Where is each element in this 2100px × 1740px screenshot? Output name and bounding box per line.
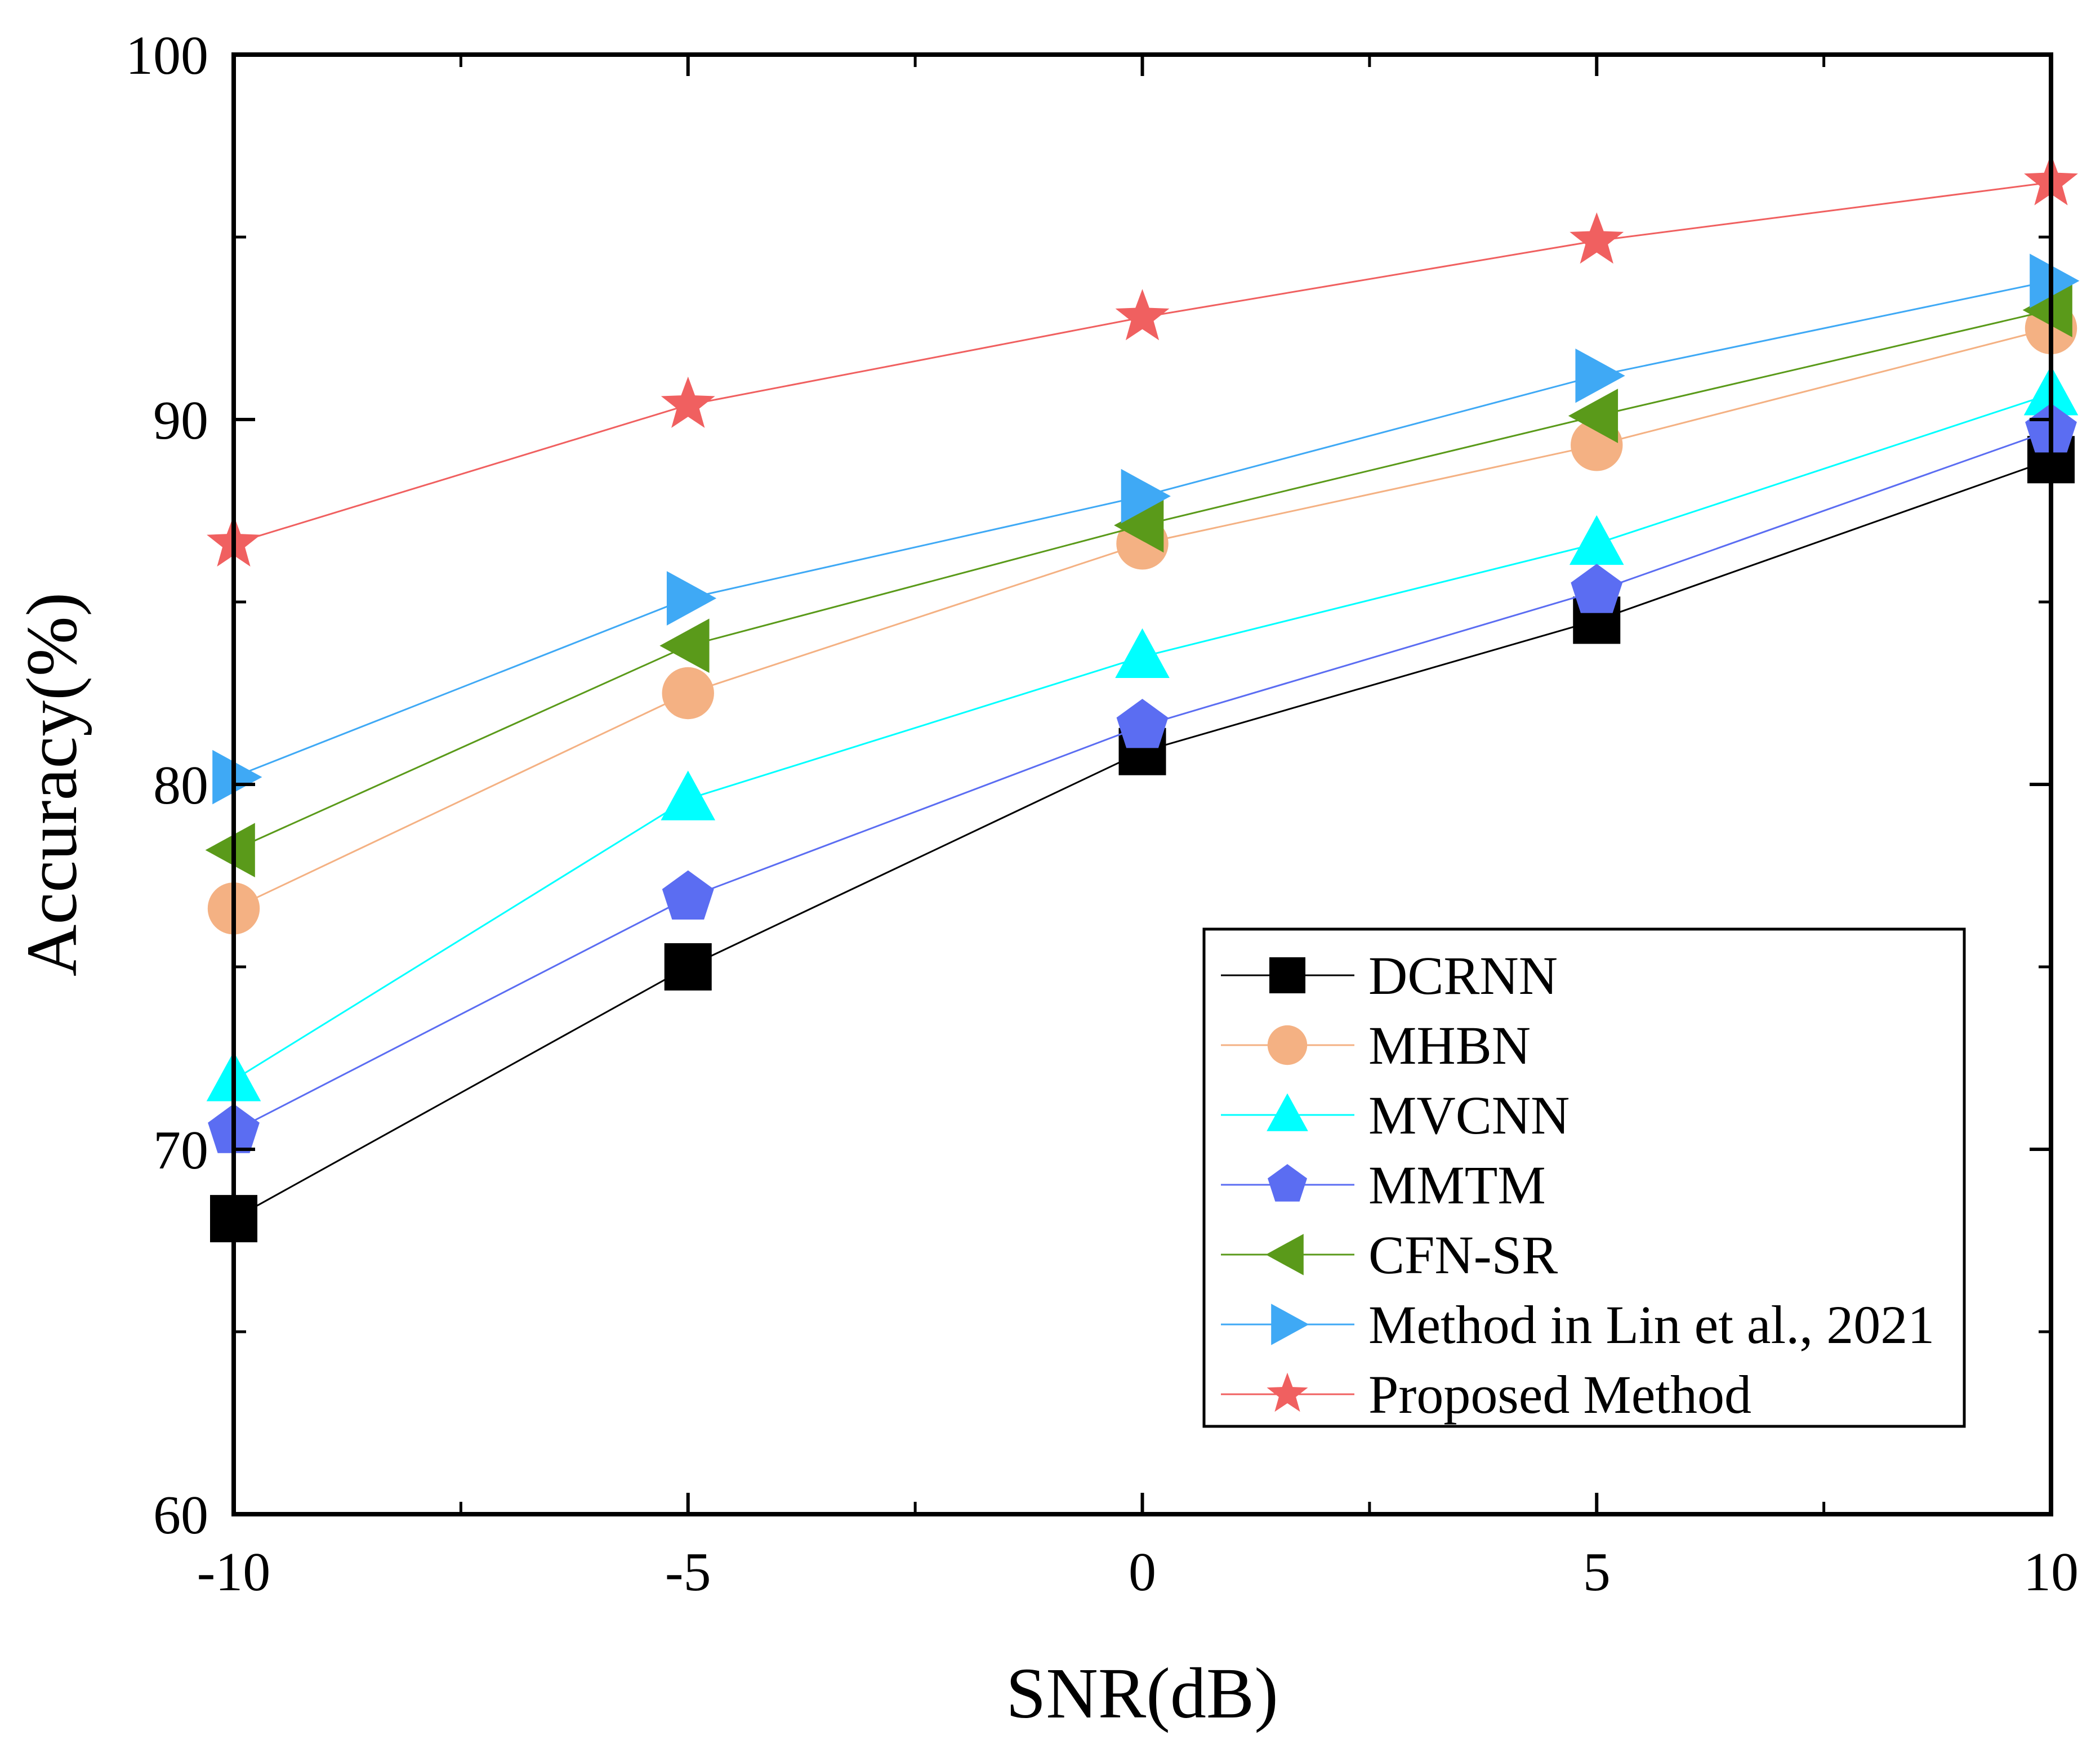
legend-item: Proposed Method [1221,1364,1751,1425]
legend-marker [1269,957,1305,993]
x-tick-label: 10 [2023,1542,2079,1603]
series-mmtm [208,403,2077,1153]
data-point [1115,289,1170,341]
data-point [2030,253,2080,309]
data-point [661,376,715,428]
legend-item: CFN-SR [1221,1225,1558,1285]
x-tick-label: -10 [197,1542,271,1603]
legend-label: MMTM [1368,1155,1546,1215]
legend-item: MMTM [1221,1155,1546,1215]
data-point [1115,628,1170,678]
series-layer [205,154,2080,1243]
legend-label: CFN-SR [1368,1225,1558,1285]
x-axis-title: SNR(dB) [1006,1653,1278,1733]
x-tick-label: 0 [1129,1542,1156,1603]
legend-item: MHBN [1221,1015,1531,1076]
legend-marker [1267,1372,1308,1412]
y-tick-label: 100 [126,25,208,86]
legend-marker [1271,1304,1309,1345]
legend-item: MVCNN [1221,1085,1570,1145]
data-point [1568,389,1619,443]
legend-marker [1268,1164,1307,1202]
legend-marker [1267,1093,1308,1131]
y-tick-label: 60 [153,1485,208,1546]
tick-layer: -10 -5 0 5 10 60 70 80 90 100 [126,25,2079,1603]
legend-label: Proposed Method [1368,1364,1751,1425]
x-tick-label: -5 [665,1542,711,1603]
data-point [205,823,255,877]
legend-item: DCRNN [1221,945,1558,1006]
data-point [664,943,712,991]
data-point [2022,283,2072,337]
series-cfn-sr [205,283,2072,877]
y-tick-label: 70 [153,1120,208,1181]
series-method-in-lin-et-al-2021 [212,253,2080,805]
data-point [1569,515,1624,565]
legend-marker [1267,1025,1308,1065]
data-point [1570,212,1624,264]
data-point [666,571,717,626]
y-axis-title: Accuracy(%) [12,592,92,976]
legend-label: Method in Lin et al., 2021 [1368,1295,1934,1355]
legend-label: MHBN [1368,1015,1531,1076]
legend-marker [1265,1234,1304,1275]
data-point [1575,348,1625,403]
y-tick-label: 80 [153,755,208,816]
data-point [1571,564,1623,613]
data-point [1116,699,1169,748]
legend-box [1202,927,1966,1428]
data-point [1114,498,1164,553]
data-point [212,749,262,805]
data-point [662,667,714,720]
data-point [662,870,714,920]
legend-label: DCRNN [1368,945,1558,1006]
data-point [659,618,710,673]
legend-label: MVCNN [1368,1085,1570,1145]
x-tick-label: 5 [1583,1542,1611,1603]
data-point [1121,469,1171,524]
y-tick-label: 90 [153,390,208,451]
data-point [661,770,716,820]
legend: DCRNN MHBN MVCNN MMTM CFN-SR Method in Lin et… [1202,927,1966,1428]
legend-item: Method in Lin et al., 2021 [1221,1295,1934,1355]
